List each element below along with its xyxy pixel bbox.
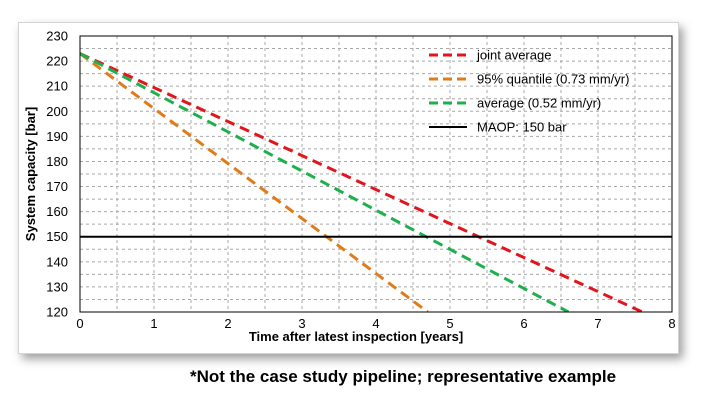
- y-tick-label: 130: [46, 279, 68, 294]
- x-tick-label: 2: [224, 316, 231, 331]
- series-line-2: [80, 52, 570, 312]
- y-tick-label: 140: [46, 254, 68, 269]
- y-tick-label: 150: [46, 229, 68, 244]
- y-tick-label: 170: [46, 179, 68, 194]
- y-tick-label: 230: [46, 29, 68, 44]
- plot-border: [79, 35, 673, 313]
- legend-label-2: average (0.52 mm/yr): [477, 96, 601, 111]
- x-tick-label: 0: [76, 316, 83, 331]
- series-line-0: [80, 52, 644, 312]
- y-axis-ticks: 120 130 140 150 160 170 180 190 200 210 220 230: [46, 29, 68, 320]
- y-tick-label: 180: [46, 154, 68, 169]
- y-axis-label: System capacity [bar]: [23, 107, 38, 241]
- legend-label-3: MAOP: 150 bar: [477, 120, 567, 135]
- y-tick-label: 120: [46, 305, 68, 320]
- footnote-caption: *Not the case study pipeline; representa…: [190, 367, 617, 386]
- x-axis-ticks: 0 1 2 3 4 5 6 7 8: [76, 316, 675, 331]
- y-tick-label: 220: [46, 54, 68, 69]
- line-chart: 0 1 2 3 4 5 6 7 8 120 130 140 150 160 170 180 190 200 210…: [23, 29, 676, 345]
- x-tick-label: 8: [668, 316, 675, 331]
- chart-frame: 0 1 2 3 4 5 6 7 8 120 130 140 150 160 170 180 190 200 210…: [18, 22, 679, 354]
- series-lines: [80, 52, 672, 312]
- x-tick-label: 6: [520, 316, 527, 331]
- legend: joint average 95% quantile (0.73 mm/yr) av…: [429, 48, 629, 135]
- x-tick-label: 1: [150, 316, 157, 331]
- x-tick-label: 4: [372, 316, 379, 331]
- legend-label-0: joint average: [476, 48, 551, 63]
- y-tick-label: 160: [46, 204, 68, 219]
- x-tick-label: 7: [594, 316, 601, 331]
- series-line-1: [80, 52, 429, 312]
- y-tick-label: 210: [46, 79, 68, 94]
- y-tick-label: 200: [46, 104, 68, 119]
- x-axis-label: Time after latest inspection [years]: [249, 329, 463, 344]
- x-tick-label: 3: [298, 316, 305, 331]
- legend-label-1: 95% quantile (0.73 mm/yr): [477, 72, 629, 87]
- x-tick-label: 5: [446, 316, 453, 331]
- y-tick-label: 190: [46, 129, 68, 144]
